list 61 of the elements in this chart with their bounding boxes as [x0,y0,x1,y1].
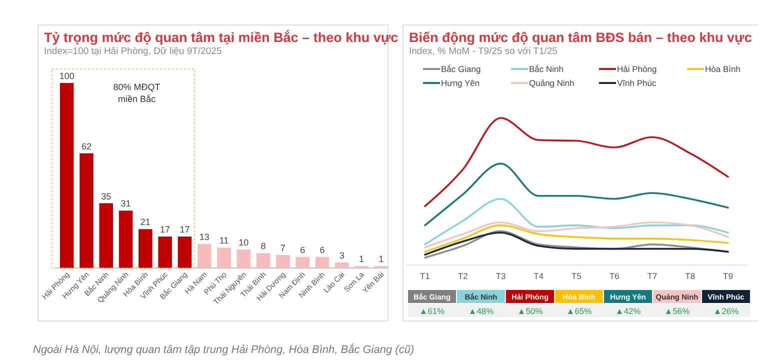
bar [315,256,330,268]
data-label: 6 [300,244,306,255]
data-label: 1 [359,254,364,264]
bar [178,236,192,268]
legend-label: Quảng Ninh [529,78,575,88]
bar [60,83,74,268]
x-tick-label: T9 [723,271,734,281]
text: Ngoài Hà Nội, lượng quan tâm tập trung Hải Phòng, Hòa Bình, Bắc Giang (cũ) [33,343,414,356]
x-tick-label: T5 [572,271,582,281]
x-tick-label: T4 [534,271,544,281]
data-label: 35 [101,191,112,202]
data-label: 7 [280,243,286,254]
data-label: 100 [59,71,74,81]
bar [296,256,310,268]
chart-subtitle: Index, % MoM - T9/25 so với T1/25 [409,46,558,57]
data-label: 11 [219,236,229,246]
text: ▲65% [566,306,592,316]
bar [99,203,114,268]
x-tick-label: T7 [647,271,658,281]
legend-label: Vĩnh Phúc [617,78,657,88]
data-label: 21 [140,217,150,228]
bar [256,253,270,268]
data-label: 8 [260,241,266,252]
data-label: 10 [238,238,249,248]
data-label: 62 [81,141,92,152]
legend-label: Bắc Giang [441,64,481,74]
data-label: 1 [378,254,384,264]
bar [158,236,172,268]
text: ▲61% [419,306,445,316]
bar [197,244,212,268]
bar [276,255,290,268]
data-label: 6 [320,244,325,255]
x-tick-label: T1 [420,271,430,281]
text: ▲56% [664,306,690,316]
bar [217,248,231,268]
x-tick-label: T8 [685,271,696,281]
bar [118,210,133,268]
legend-label: Hòa Bình [705,64,741,74]
data-label: 17 [160,224,170,235]
data-label: 17 [180,224,190,235]
bar [138,229,152,268]
chart-subtitle: Index=100 tại Hải Phòng, Dữ liệu 9T/2025 [44,46,222,57]
text: ▲42% [615,306,641,316]
chart-title: Biến động mức độ quan tâm BĐS bán – theo khu vực [409,30,752,45]
annotation: 80% MĐQT miền Bắc [113,82,161,104]
text: ▲48% [468,306,494,316]
bar [236,250,251,268]
data-label: 31 [120,198,131,209]
x-tick-label: T3 [496,271,506,281]
x-tick-label: T6 [609,271,620,281]
bar [80,153,94,268]
legend-label: Hưng Yên [441,78,480,88]
data-label: 13 [199,232,210,242]
legend-label: Hải Phòng [617,64,657,74]
x-tick-label: T2 [458,271,468,281]
chart-title: Tỷ trọng mức độ quan tâm tại miền Bắc – theo khu vực [44,29,399,45]
bar [334,262,349,268]
text: ▲26% [713,306,739,316]
legend-label: Bắc Ninh [529,64,564,74]
data-label: 3 [339,250,344,260]
text: ▲50% [517,306,543,316]
